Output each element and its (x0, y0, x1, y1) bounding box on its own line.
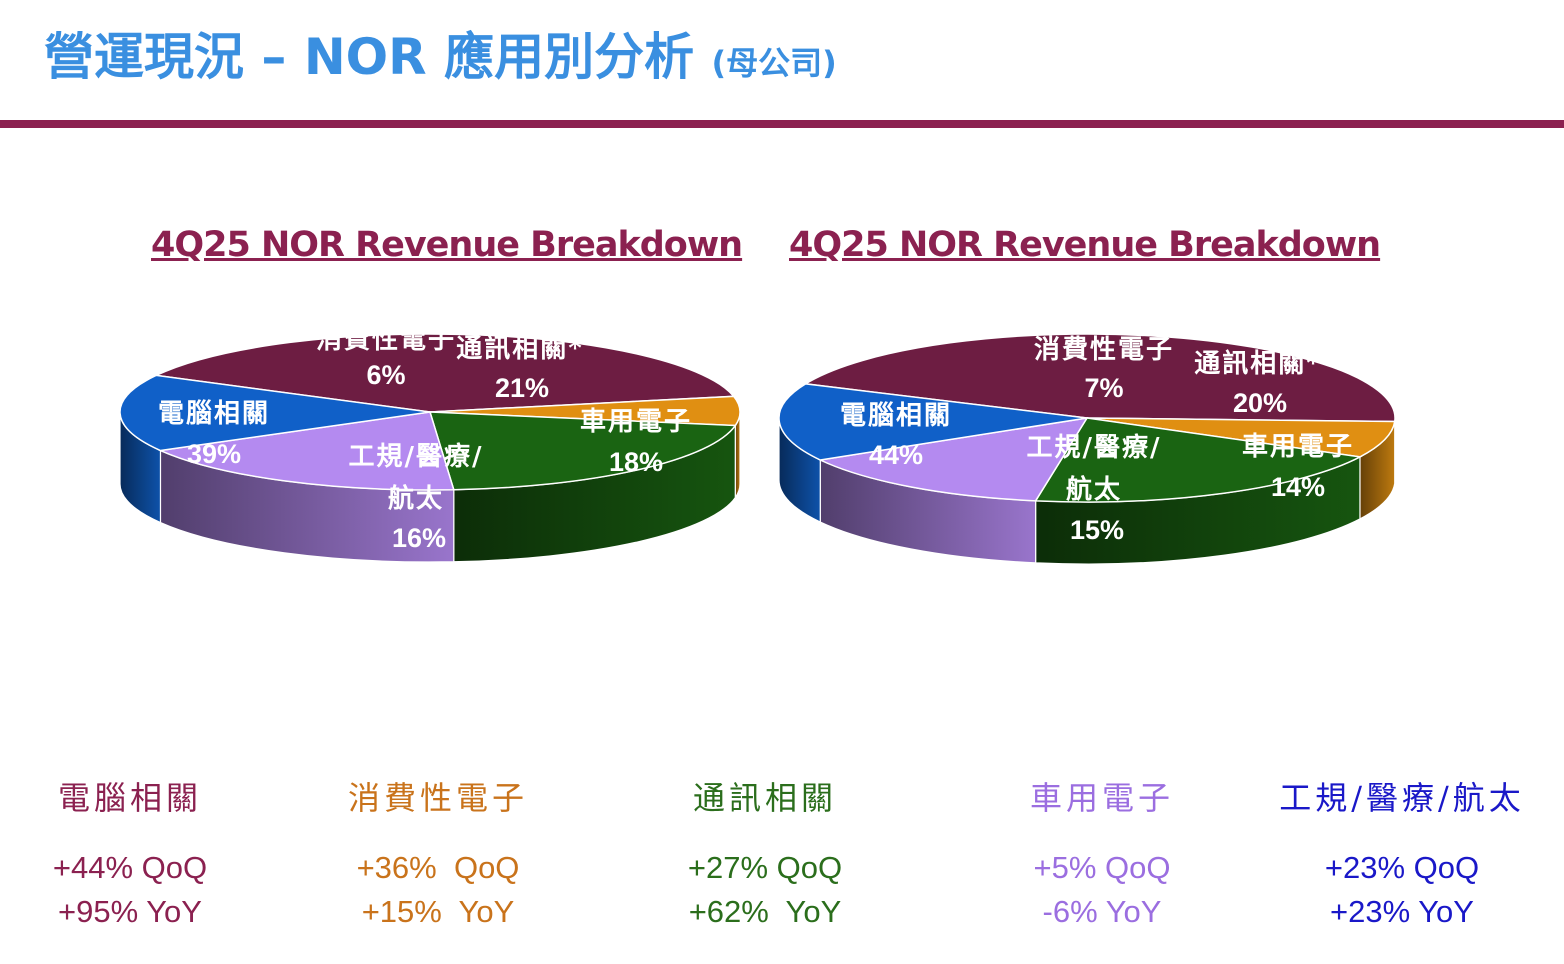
growth-category-name: 工規/醫療/航太 (1279, 779, 1525, 817)
growth-category-name: 消費性電子 (347, 779, 528, 817)
pie-label-computer: 電腦相關 (840, 401, 952, 431)
pie-label-industrial: 航太 (1066, 474, 1122, 505)
growth-automotive: 車用電子 +5% QoQ -6% YoY (952, 770, 1252, 934)
growth-industrial: 工規/醫療/航太 +23% QoQ +23% YoY (1252, 770, 1552, 934)
pie-slice-computer (803, 333, 1396, 423)
pie-value-industrial: 16% (392, 523, 446, 553)
growth-communication: 通訊相關 +27% QoQ +62% YoY (615, 770, 915, 934)
pie-chart-right: 電腦相關 44% 消費性電子 7% 通訊相關* 20% 車用電子 14% 工規/醫療/航太 15% (778, 333, 1396, 565)
pie-slice-communication (1034, 417, 1363, 503)
pie-slice-communication (428, 411, 737, 491)
pie-slice-industrial (119, 374, 431, 452)
page-title: 營運現況 – NOR 應用別分析 (母公司) (44, 22, 837, 98)
pie-label-industrial: 航太 (388, 483, 444, 514)
pie-label-communication: 通訊相關* (456, 333, 584, 364)
growth-qoq: +27% QoQ (687, 850, 843, 885)
pie-label-industrial: 工規/醫療/ (1027, 433, 1162, 463)
pie-label-communication: 通訊相關* (1194, 348, 1322, 379)
pie-slice-automotive (817, 417, 1089, 502)
growth-qoq: +5% QoQ (1033, 850, 1171, 885)
chart-title-right: 4Q25 NOR Revenue Breakdown (789, 225, 1381, 265)
growth-qoq: +36% QoQ (356, 850, 520, 885)
pie-label-industrial: 工規/醫療/ (349, 442, 484, 472)
growth-computer: 電腦相關 +44% QoQ +95% YoY (0, 770, 280, 934)
pie-value-consumer: 6% (366, 360, 405, 390)
growth-category-name: 電腦相關 (57, 779, 202, 817)
growth-yoy: +62% YoY (688, 894, 842, 929)
pie-value-consumer: 7% (1084, 373, 1123, 403)
pie-label-computer: 電腦相關 (158, 399, 270, 429)
pie-label-consumer: 消費性電子 (1034, 335, 1174, 365)
pie-slice-consumer (1086, 417, 1396, 458)
growth-category-name: 通訊相關 (692, 779, 837, 817)
pie-slice-automotive (157, 411, 455, 491)
growth-category-name: 車用電子 (1029, 779, 1174, 817)
header-divider (0, 120, 1564, 128)
pie-value-communication: 21% (495, 373, 549, 403)
growth-yoy: +15% YoY (361, 894, 515, 929)
pie-label-consumer: 消費性電子 (316, 325, 456, 355)
pie-label-automotive: 車用電子 (1242, 432, 1354, 462)
growth-yoy: +95% YoY (58, 894, 202, 929)
growth-qoq: +44% QoQ (52, 850, 208, 885)
growth-qoq: +23% QoQ (1324, 850, 1480, 885)
pie-value-automotive: 14% (1271, 472, 1325, 502)
pie-slice-industrial (778, 383, 1088, 461)
page-title-main: 營運現況 – NOR 應用別分析 (44, 28, 695, 86)
growth-yoy: -6% YoY (1042, 894, 1162, 929)
chart-title-left: 4Q25 NOR Revenue Breakdown (151, 225, 743, 265)
pie-value-industrial: 15% (1070, 515, 1124, 545)
growth-consumer: 消費性電子 +36% QoQ +15% YoY (288, 770, 588, 934)
pie-value-computer: 44% (869, 440, 923, 470)
growth-yoy: +23% YoY (1330, 894, 1474, 929)
pie-label-automotive: 車用電子 (580, 407, 692, 437)
pie-value-computer: 39% (187, 439, 241, 469)
pie-value-communication: 20% (1233, 388, 1287, 418)
pie-chart-left: 電腦相關 39% 消費性電子 6% 通訊相關* 21% 車用電子 18% 工規/醫療/航太 16% (119, 325, 741, 563)
pie-value-automotive: 18% (609, 447, 663, 477)
pie-slice-computer (153, 333, 736, 413)
page-title-subtitle: (母公司) (711, 44, 837, 82)
